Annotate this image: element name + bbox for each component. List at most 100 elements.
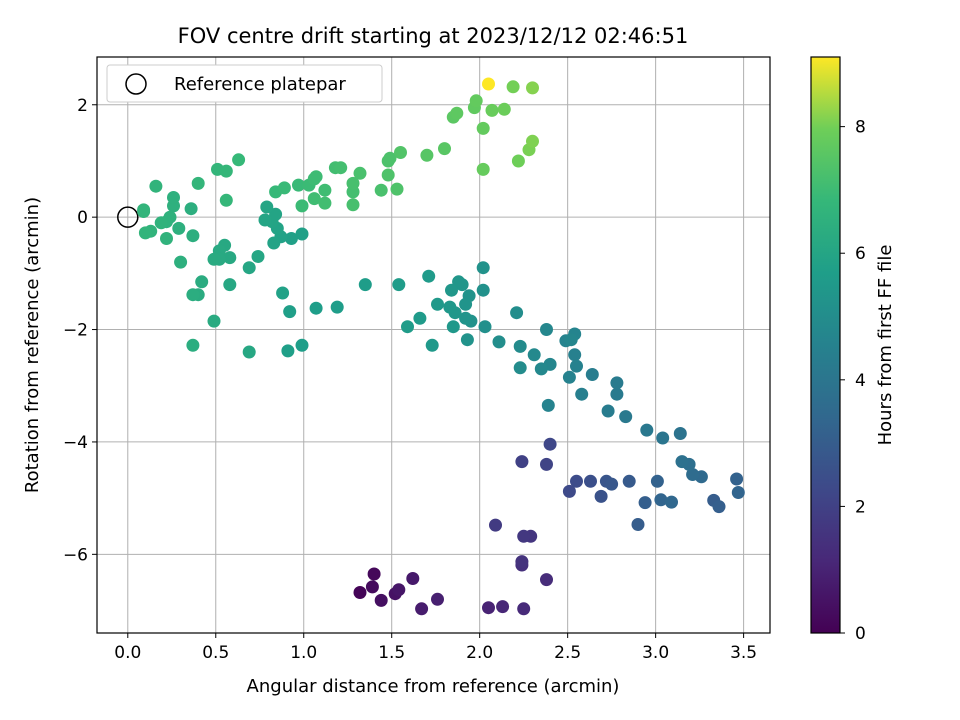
data-point	[260, 200, 274, 214]
data-point	[460, 333, 474, 347]
data-point	[638, 496, 652, 510]
data-point	[675, 455, 689, 469]
data-point	[585, 368, 599, 381]
data-point	[445, 283, 458, 297]
data-points	[137, 77, 745, 616]
legend: Reference platepar	[106, 64, 383, 103]
data-point	[568, 348, 582, 362]
data-point	[219, 164, 233, 178]
y-tick-label: 2	[77, 96, 88, 116]
data-point	[562, 370, 576, 384]
data-point	[167, 191, 180, 204]
colorbar-tick-label: 0	[855, 624, 866, 644]
data-point	[730, 472, 744, 486]
data-point	[496, 600, 510, 614]
data-point	[601, 404, 615, 418]
x-axis-label: Angular distance from reference (arcmin)	[247, 676, 620, 697]
data-point	[353, 166, 367, 180]
data-point	[374, 593, 388, 607]
data-point	[223, 251, 237, 265]
data-point	[276, 286, 290, 300]
data-point	[515, 555, 529, 569]
data-point	[459, 311, 473, 325]
data-point	[392, 583, 406, 597]
data-point	[656, 431, 670, 445]
data-point	[510, 306, 524, 320]
colorbar-tick-label: 8	[855, 118, 866, 138]
data-point	[489, 518, 502, 532]
data-point	[251, 250, 265, 263]
data-point	[242, 345, 256, 359]
colorbar-label: Hours from first FF file	[875, 245, 896, 446]
colorbar-tick-label: 4	[855, 371, 866, 391]
data-point	[186, 229, 200, 243]
data-point	[540, 323, 553, 336]
plot-frame	[96, 56, 771, 634]
data-point	[570, 359, 583, 373]
data-point	[309, 301, 323, 315]
data-point	[506, 80, 520, 94]
data-point	[540, 573, 553, 587]
data-point	[269, 207, 283, 221]
x-tick-label: 1.5	[378, 643, 405, 663]
data-point	[517, 602, 531, 616]
data-point	[431, 592, 444, 606]
data-point	[358, 278, 372, 292]
data-point	[540, 457, 553, 471]
data-point	[673, 427, 687, 440]
data-point	[401, 320, 414, 334]
data-point	[594, 489, 608, 503]
data-point	[406, 572, 420, 585]
data-point	[374, 183, 388, 197]
reference-layer	[117, 206, 139, 228]
data-point	[283, 305, 297, 319]
data-point	[443, 300, 457, 314]
y-tick-label: −2	[63, 321, 88, 341]
data-point	[459, 297, 473, 311]
data-point	[184, 202, 198, 216]
data-point	[346, 198, 360, 212]
data-point	[610, 387, 624, 401]
data-point	[731, 486, 745, 499]
data-point	[334, 161, 348, 175]
data-point	[207, 314, 221, 328]
data-point	[476, 121, 490, 135]
data-point	[330, 300, 344, 314]
data-point	[284, 232, 298, 245]
data-point	[149, 179, 163, 193]
data-point	[160, 232, 173, 245]
data-point	[497, 102, 511, 116]
data-point	[431, 297, 444, 311]
data-point	[415, 602, 429, 616]
data-point	[570, 474, 583, 488]
data-point	[665, 495, 678, 509]
data-point	[513, 339, 527, 353]
data-point	[712, 500, 726, 514]
x-tick-label: 2.0	[466, 643, 493, 663]
data-point	[482, 77, 495, 91]
colorbar-tick-label: 2	[855, 497, 866, 517]
data-point	[425, 338, 439, 352]
data-point	[295, 338, 309, 352]
y-axis-label: Rotation from reference (arcmin)	[22, 197, 43, 493]
data-point	[232, 153, 246, 167]
data-point	[541, 398, 555, 412]
data-point	[610, 376, 624, 390]
data-point	[186, 338, 200, 352]
data-point	[295, 199, 309, 213]
colorbar-frame	[810, 56, 841, 634]
y-tick-label: −6	[63, 545, 88, 565]
data-point	[223, 278, 237, 292]
y-tick-label: −4	[63, 433, 88, 453]
data-point	[277, 181, 291, 195]
data-point	[543, 437, 557, 451]
data-point	[605, 477, 619, 491]
data-point	[485, 103, 499, 117]
data-point	[138, 226, 152, 240]
data-point	[307, 192, 321, 206]
x-tick-label: 3.0	[642, 643, 669, 663]
data-point	[562, 484, 576, 498]
data-point	[534, 362, 548, 376]
data-point	[195, 275, 209, 289]
